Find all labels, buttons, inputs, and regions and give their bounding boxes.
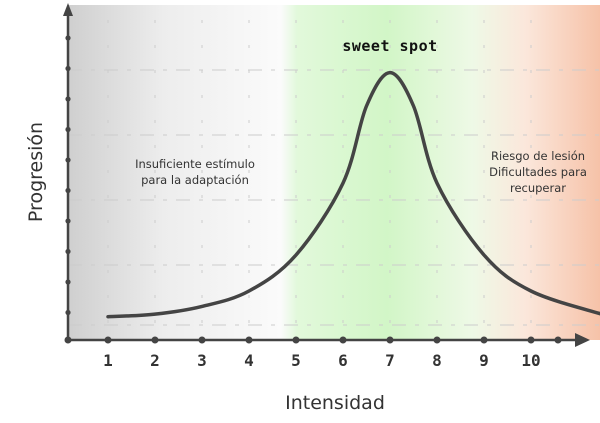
x-tick-dot — [386, 336, 394, 344]
x-tick-label: 1 — [103, 351, 113, 370]
zone-background — [68, 5, 600, 340]
y-axis-arrow — [63, 3, 73, 16]
right-zone-line1: Riesgo de lesión — [490, 149, 586, 163]
y-axis-dot — [65, 65, 71, 72]
x-tick-label: 10 — [521, 351, 540, 370]
origin-dot — [64, 336, 72, 344]
y-axis-dot — [65, 187, 71, 194]
x-tick-dot — [527, 336, 535, 344]
x-tick-label: 7 — [385, 351, 395, 370]
y-axis-dot — [65, 96, 71, 102]
y-axis-dot — [65, 218, 71, 224]
x-tick-label: 9 — [479, 351, 489, 370]
progression-curve — [106, 70, 600, 319]
right-zone-label: Riesgo de lesión Dificultades para recup… — [478, 148, 598, 196]
right-zone-line3: recuperar — [509, 181, 567, 195]
y-axis-dot — [65, 309, 71, 316]
x-ticks: 1 2 3 4 5 6 7 8 9 10 — [64, 336, 562, 370]
x-tick-label: 5 — [291, 351, 301, 370]
y-axis-dot — [65, 248, 71, 255]
x-tick-label: 8 — [432, 351, 442, 370]
sweet-spot-label: sweet spot — [342, 37, 438, 55]
y-axis-dot — [65, 279, 71, 285]
x-tick-label: 6 — [338, 351, 348, 370]
x-tick-dot — [292, 336, 300, 344]
x-tick-dot — [480, 336, 488, 344]
x-tick-label: 4 — [244, 351, 254, 370]
x-axis-arrow — [575, 333, 590, 347]
x-tick-dot — [554, 336, 562, 344]
x-axis-title: Intensidad — [285, 392, 385, 414]
x-tick-label: 2 — [150, 351, 160, 370]
x-tick-dot — [151, 336, 159, 344]
right-zone-line2: Dificultades para — [489, 165, 587, 179]
y-axis-dot — [65, 157, 71, 163]
left-zone-label: Insuficiente estímulo para la adaptación — [120, 156, 270, 188]
x-tick-dot — [245, 336, 253, 344]
x-tick-dot — [433, 336, 441, 344]
left-zone-line1: Insuficiente estímulo — [135, 157, 255, 171]
x-tick-dot — [339, 336, 347, 344]
x-tick-dot — [198, 336, 206, 344]
y-axis-dot — [65, 35, 71, 41]
x-tick-label: 3 — [197, 351, 207, 370]
y-axis-title: Progresión — [25, 121, 47, 223]
left-zone-line2: para la adaptación — [141, 173, 249, 187]
x-tick-dot — [104, 336, 112, 344]
y-axis-dot — [65, 126, 71, 133]
